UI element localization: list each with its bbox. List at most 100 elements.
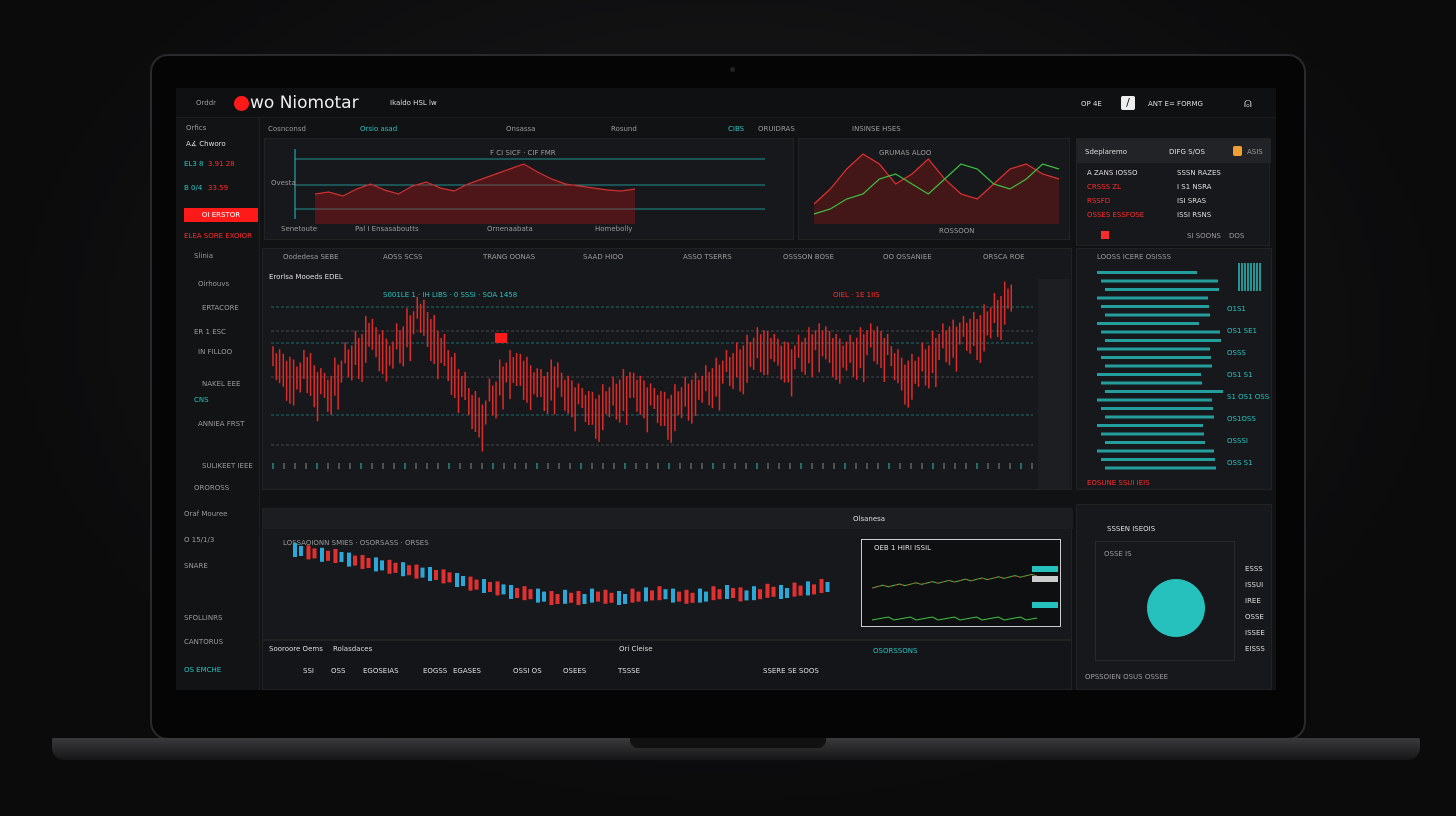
sidebar-item[interactable]: OROROSS [194,484,230,492]
candle [582,594,587,604]
alert-icon[interactable] [1101,231,1109,239]
sidebar-item[interactable]: Slinia [194,252,214,260]
account-select[interactable]: A∡ Chworo [186,140,226,148]
sidebar-item[interactable]: O 15/1/3 [184,536,215,544]
sidebar-item[interactable]: SNARE [184,562,208,570]
order-row [1097,373,1201,376]
chart-tab[interactable]: Oodedesa SEBE [283,253,339,261]
order-row [1105,441,1205,444]
candle [711,586,716,601]
candle [536,588,540,603]
candle [509,585,513,599]
edit-icon[interactable]: / [1121,96,1135,110]
order-row [1101,279,1218,283]
tab[interactable]: Onsassa [506,125,536,133]
candle [603,589,608,604]
order-book-row-label[interactable]: OSSSI [1227,437,1248,445]
table-cell: EGOSEIAS [363,667,399,675]
positions-status: OSORSSONS [873,647,918,655]
candle [488,582,492,592]
candle [501,584,506,595]
tab[interactable]: Orsio asad [360,125,398,133]
panel-badge: ASIS [1247,148,1263,156]
candle [563,589,567,604]
chart-tab[interactable]: SAAD HIOO [583,253,624,261]
sidebar-item[interactable]: CNS [194,396,209,404]
sidebar-item[interactable]: ER 1 ESC [194,328,226,336]
candle [455,573,459,587]
order-book-list [1097,263,1261,470]
order-row [1101,330,1220,334]
chart-tab[interactable]: OO OSSANIEE [883,253,932,261]
candle [771,586,776,597]
sidebar-item[interactable]: SFOLLINRS [184,614,223,622]
header-subtitle: Ikaldo HSL lw [390,99,437,107]
order-book-row-label[interactable]: S1 OS1 OSS [1227,393,1270,401]
header-menu[interactable]: Orddr [196,99,217,107]
table-cell: EGASES [453,667,481,675]
order-book-row-label[interactable]: OS1OSS [1227,415,1256,423]
candle [420,567,425,578]
order-book-row-label[interactable]: OSS S1 [1227,459,1253,467]
allocation-pie[interactable] [1096,542,1236,662]
tab[interactable]: Rosund [611,125,637,133]
mini-chart [871,566,1058,621]
order-book-footer: EOSUNE SSUI IEIS [1087,479,1150,487]
candlestick-chart[interactable] [263,509,863,641]
candle [414,564,419,579]
logo-icon [234,96,249,111]
sidebar-item[interactable]: ANNIEA FRST [198,420,245,428]
tab[interactable]: ORUIDRAS [758,125,795,133]
sidebar-item[interactable]: IN FILLOO [198,348,233,356]
order-row [1097,271,1197,274]
candle [684,589,689,604]
mini-chart-title: OEB 1 HIRI ISSIL [874,544,932,552]
sidebar-item[interactable]: SULIKEET IEEE [202,462,253,470]
order-book-row-label[interactable]: OS1 S1 [1227,371,1253,379]
order-row [1105,313,1210,317]
candle [468,576,473,591]
candle [366,558,371,568]
chart-tab[interactable]: ORSCA ROE [983,253,1025,261]
sidebar-item[interactable]: Oirhouvs [198,280,230,288]
main-price-chart[interactable] [263,249,1073,491]
pie-slice [1147,579,1205,637]
sidebar-item[interactable]: ERTACORE [202,304,239,312]
panel-footer: SI SOONS [1187,232,1221,240]
sidebar-item[interactable]: NAKEL EEE [202,380,241,388]
tab[interactable]: Cosnconsd [268,125,306,133]
order-book-panel: LOOSS ICERE OSISSS O1S1 OS1 SE1 OSSS OS1 S1… [1076,248,1272,490]
candle [698,588,702,603]
chart-tab[interactable]: OSSSON BOSE [783,253,834,261]
sidebar-title: Orfics [186,124,207,132]
candle [644,587,648,602]
candle [617,591,621,605]
candle [717,589,722,600]
candle [360,555,365,569]
order-book-row-label[interactable]: OS1 SE1 [1227,327,1257,335]
order-book-row-label[interactable]: OSSS [1227,349,1246,357]
main-chart-legend: S001LE 1 · IH LIBS · 0 SSSI · SOA 1458 [383,291,518,299]
app-title: wo Niomotar [250,93,359,113]
chart-tab[interactable]: ASSO TSERRS [683,253,732,261]
user-icon[interactable]: ⍝ [1244,96,1252,111]
candle [333,549,338,563]
action-button[interactable]: OI ERSTOR [184,208,258,222]
chart-caption: F CI SICF · CIF FMR [490,149,556,157]
candle [725,585,729,599]
chart-tab[interactable]: AOSS SCSS [383,253,423,261]
account-row-value: I S1 NSRA [1177,183,1212,191]
order-row [1097,347,1210,351]
candle [401,562,405,577]
tab[interactable]: INSINSE HSES [852,125,901,133]
account-row-value: ISSI RSNS [1177,211,1212,219]
candle [380,560,384,571]
chart-tab[interactable]: TRANG OONAS [483,253,536,261]
tab[interactable]: CIBS [728,125,745,133]
candle [293,543,297,557]
order-book-row-label[interactable]: O1S1 [1227,305,1246,313]
sidebar-item[interactable]: CANTORUS [184,638,224,646]
sidebar-item[interactable]: OS EMCHE [184,666,222,674]
sidebar-item[interactable]: Oraf Mouree [184,510,228,518]
candle [428,567,432,581]
